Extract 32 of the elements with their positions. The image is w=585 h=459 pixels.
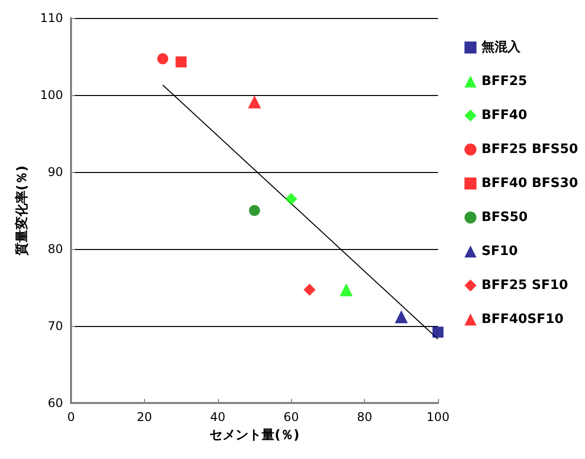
y-axis-title: 質量変化率(％) <box>14 166 30 256</box>
point <box>304 284 316 296</box>
legend-label: BFF25 SF10 <box>481 278 568 293</box>
point <box>432 326 444 338</box>
x-tick-label: 100 <box>426 410 450 424</box>
x-tick-label: 0 <box>67 410 75 424</box>
x-tick-label: 80 <box>356 410 372 424</box>
point <box>394 310 408 324</box>
point <box>285 192 298 205</box>
legend-label: BFF25 BFS50 <box>481 142 578 157</box>
x-axis-title: セメント量(％) <box>210 428 300 443</box>
legend-label: BFF40SF10 <box>481 312 564 327</box>
point <box>176 56 187 68</box>
y-tick-label: 70 <box>48 319 63 333</box>
point <box>248 95 261 108</box>
point <box>249 205 260 216</box>
legend-label: BFF25 <box>481 74 528 89</box>
x-tick-label: 60 <box>284 410 299 424</box>
point <box>340 283 353 296</box>
y-tick-label: 60 <box>48 396 63 410</box>
legend-label: BFF40 BFS30 <box>481 176 578 191</box>
y-tick-label: 90 <box>48 165 63 179</box>
y-tick-label: 80 <box>48 242 63 256</box>
y-tick-label: 100 <box>40 88 63 102</box>
x-tick-label: 40 <box>210 410 226 424</box>
y-tick-label: 110 <box>40 11 63 25</box>
legend-label: BFF40 <box>481 108 528 123</box>
legend-label: BFS50 <box>481 210 528 225</box>
legend-label: SF10 <box>481 244 518 259</box>
legend-label: 無混入 <box>480 39 522 55</box>
x-tick-label: 20 <box>136 410 152 424</box>
point <box>157 53 168 64</box>
